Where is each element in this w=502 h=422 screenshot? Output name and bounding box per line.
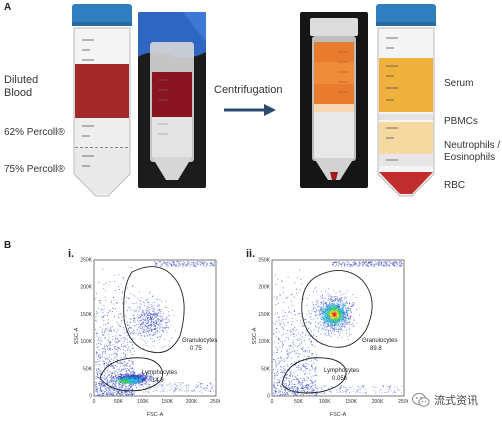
label-percoll-75: 75% Percoll® — [4, 164, 65, 175]
flow-plot-i: SSC-A Granulocytes 0.75 Lymphocytes 14.8… — [74, 258, 220, 419]
plot-i-ytick: 200K — [80, 285, 92, 291]
plot-i-xlabel: FSC-A — [147, 412, 164, 418]
plot-i-gate-granulocytes-value: 0.75 — [190, 346, 202, 352]
plot-ii-ylabel: SSC-A — [252, 327, 258, 344]
plot-i-ytick: 50K — [83, 366, 93, 372]
plot-ii-ytick: 100K — [258, 339, 270, 345]
plot-i-gate-lymphocytes-value: 14.8 — [152, 378, 164, 384]
plot-ii-gate-lymphocytes-value: 0.056 — [332, 376, 348, 382]
plot-ii-ytick: 250K — [258, 258, 270, 264]
label-pbmcs: PBMCs — [444, 116, 478, 127]
plot-i-events — [95, 261, 215, 396]
plot-i-ytick: 100K — [80, 339, 92, 345]
label-percoll-62: 62% Percoll® — [4, 127, 65, 138]
plot-i-label: i. — [68, 248, 75, 260]
wechat-icon — [412, 393, 430, 407]
label-rbc: RBC — [444, 180, 466, 191]
panel-b-letter: B — [4, 240, 12, 251]
plot-i-xtick: 0 — [93, 399, 96, 405]
plot-i-gate-granulocytes — [123, 266, 185, 354]
plot-ii-xtick: 100K — [319, 399, 331, 405]
plot-i-xtick: 150K — [161, 399, 173, 405]
plot-i-ytick: 150K — [80, 312, 92, 318]
right-tube-diagram — [376, 4, 436, 197]
plot-ii-xtick: 0 — [271, 399, 274, 405]
left-tube-diagram — [72, 4, 132, 197]
plot-ii-xtick: 50K — [294, 399, 304, 405]
plot-ii-xtick: 250K — [398, 399, 408, 405]
photo-after-centrifugation — [300, 12, 368, 188]
plot-ii-xlabel: FSC-A — [330, 412, 347, 418]
plot-i-xtick: 50K — [114, 399, 124, 405]
plot-ii-gate-lymphocytes — [281, 357, 347, 394]
label-centrifugation: Centrifugation — [214, 84, 283, 96]
plot-ii-gate-granulocytes-value: 89.8 — [370, 346, 382, 352]
plot-ii-label: ii. — [246, 248, 256, 260]
watermark: 流式资讯 — [412, 392, 478, 408]
centrifugation-arrow-icon — [224, 104, 276, 116]
plot-i-ytick: 0 — [89, 394, 92, 400]
plot-i-xtick: 200K — [186, 399, 198, 405]
photo-before-centrifugation — [138, 12, 206, 188]
plot-ii-ytick: 200K — [258, 285, 270, 291]
plot-i-xtick: 100K — [137, 399, 149, 405]
plot-ii-xtick: 150K — [345, 399, 357, 405]
plot-i-gate-lymphocytes-name: Lymphocytes — [142, 370, 177, 376]
label-neutrophils-eosinophils: Neutrophils / Eosinophils — [444, 140, 501, 163]
watermark-text: 流式资讯 — [434, 395, 478, 407]
plot-ii-gate-granulocytes-name: Granulocytes — [362, 338, 397, 344]
label-serum: Serum — [444, 78, 474, 89]
plot-i-gate-lymphocytes — [99, 357, 164, 392]
panel-a-letter: A — [4, 2, 12, 13]
plot-i-ytick: 250K — [80, 258, 92, 264]
plot-ii-ytick: 50K — [261, 366, 271, 372]
plot-ii-gate-granulocytes — [301, 270, 373, 348]
plot-ii-gate-lymphocytes-name: Lymphocytes — [324, 368, 359, 374]
plot-ii-events — [273, 261, 403, 396]
flow-plot-ii: SSC-A Granulocytes 89.8 Lymphocytes 0.05… — [252, 258, 408, 419]
plot-ii-xtick: 200K — [372, 399, 384, 405]
plot-ii-ytick: 150K — [258, 312, 270, 318]
plot-i-xtick: 250K — [210, 399, 220, 405]
plot-i-gate-granulocytes-name: Granulocytes — [182, 338, 217, 344]
label-diluted-blood: Diluted Blood — [4, 74, 39, 99]
plot-i-ylabel: SSC-A — [74, 327, 80, 344]
plot-ii-ytick: 0 — [267, 394, 270, 400]
